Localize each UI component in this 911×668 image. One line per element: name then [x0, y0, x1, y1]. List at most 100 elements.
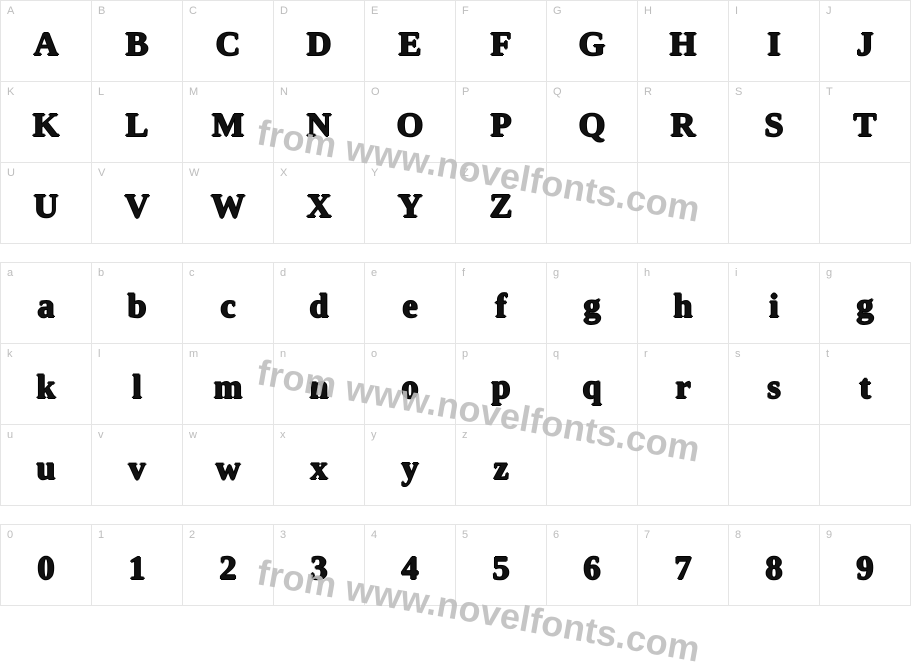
cell-E[interactable]: EE [365, 1, 456, 82]
cell-s[interactable]: ss [729, 344, 820, 425]
cell-empty [547, 163, 638, 244]
cell-z[interactable]: zz [456, 425, 547, 506]
label-X: X [280, 167, 287, 179]
cell-k[interactable]: kk [1, 344, 92, 425]
cell-M[interactable]: MM [183, 82, 274, 163]
glyph-Q: Q [579, 101, 605, 143]
cell-W[interactable]: WW [183, 163, 274, 244]
glyph-N: N [307, 101, 332, 143]
cell-x[interactable]: xx [274, 425, 365, 506]
cell-D[interactable]: DD [274, 1, 365, 82]
cell-l[interactable]: ll [92, 344, 183, 425]
label-T: T [826, 86, 833, 98]
cell-S[interactable]: SS [729, 82, 820, 163]
label-5: 5 [462, 529, 468, 541]
label-F: F [462, 5, 469, 17]
cell-1[interactable]: 11 [92, 525, 183, 606]
cell-X[interactable]: XX [274, 163, 365, 244]
cell-U[interactable]: UU [1, 163, 92, 244]
cell-d[interactable]: dd [274, 263, 365, 344]
cell-F[interactable]: FF [456, 1, 547, 82]
row-upper-1: KK LL MM NN OO PP QQ RR SS TT [1, 82, 911, 163]
cell-e[interactable]: ee [365, 263, 456, 344]
label-Z: Z [462, 167, 469, 179]
glyph-s: s [767, 363, 780, 405]
glyph-I: I [767, 20, 780, 62]
cell-I[interactable]: II [729, 1, 820, 82]
charmap-body: AA BB CC DD EE FF GG HH II JJ KK LL MM N… [1, 1, 911, 606]
cell-a[interactable]: aa [1, 263, 92, 344]
glyph-p: p [492, 363, 511, 405]
cell-h[interactable]: hh [638, 263, 729, 344]
cell-R[interactable]: RR [638, 82, 729, 163]
cell-Q[interactable]: QQ [547, 82, 638, 163]
cell-0[interactable]: 00 [1, 525, 92, 606]
section-gap-2 [1, 506, 911, 525]
cell-v[interactable]: vv [92, 425, 183, 506]
cell-m[interactable]: mm [183, 344, 274, 425]
glyph-7: 7 [675, 544, 692, 586]
cell-u[interactable]: uu [1, 425, 92, 506]
label-U: U [7, 167, 15, 179]
label-M: M [189, 86, 198, 98]
cell-O[interactable]: OO [365, 82, 456, 163]
label-a: a [7, 267, 13, 279]
cell-g2[interactable]: gg [820, 263, 911, 344]
cell-2[interactable]: 22 [183, 525, 274, 606]
cell-A[interactable]: AA [1, 1, 92, 82]
cell-4[interactable]: 44 [365, 525, 456, 606]
cell-c[interactable]: cc [183, 263, 274, 344]
label-4: 4 [371, 529, 377, 541]
label-r: r [644, 348, 648, 360]
cell-q[interactable]: qq [547, 344, 638, 425]
label-w: w [189, 429, 197, 441]
cell-L[interactable]: LL [92, 82, 183, 163]
glyph-t: t [859, 363, 870, 405]
cell-8[interactable]: 88 [729, 525, 820, 606]
cell-Z[interactable]: ZZ [456, 163, 547, 244]
label-k: k [7, 348, 13, 360]
cell-b[interactable]: bb [92, 263, 183, 344]
cell-y[interactable]: yy [365, 425, 456, 506]
cell-i[interactable]: ii [729, 263, 820, 344]
cell-G[interactable]: GG [547, 1, 638, 82]
glyph-O: O [397, 101, 423, 143]
cell-n[interactable]: nn [274, 344, 365, 425]
glyph-m: m [214, 363, 242, 405]
cell-V[interactable]: VV [92, 163, 183, 244]
cell-P[interactable]: PP [456, 82, 547, 163]
label-R: R [644, 86, 652, 98]
cell-H[interactable]: HH [638, 1, 729, 82]
cell-K[interactable]: KK [1, 82, 92, 163]
cell-9[interactable]: 99 [820, 525, 911, 606]
cell-p[interactable]: pp [456, 344, 547, 425]
cell-N[interactable]: NN [274, 82, 365, 163]
cell-3[interactable]: 33 [274, 525, 365, 606]
cell-T[interactable]: TT [820, 82, 911, 163]
cell-w[interactable]: ww [183, 425, 274, 506]
glyph-o: o [402, 363, 419, 405]
cell-C[interactable]: CC [183, 1, 274, 82]
cell-B[interactable]: BB [92, 1, 183, 82]
row-lower-0: aa bb cc dd ee ff gg hh ii gg [1, 263, 911, 344]
cell-7[interactable]: 77 [638, 525, 729, 606]
charmap-table: AA BB CC DD EE FF GG HH II JJ KK LL MM N… [0, 0, 911, 606]
cell-5[interactable]: 55 [456, 525, 547, 606]
cell-6[interactable]: 66 [547, 525, 638, 606]
label-L: L [98, 86, 104, 98]
glyph-f: f [495, 282, 506, 324]
cell-Y[interactable]: YY [365, 163, 456, 244]
cell-f[interactable]: ff [456, 263, 547, 344]
glyph-g2: g [857, 282, 874, 324]
cell-o[interactable]: oo [365, 344, 456, 425]
row-upper-0: AA BB CC DD EE FF GG HH II JJ [1, 1, 911, 82]
cell-r[interactable]: rr [638, 344, 729, 425]
label-p: p [462, 348, 468, 360]
label-V: V [98, 167, 105, 179]
glyph-A: A [34, 20, 59, 62]
glyph-9: 9 [857, 544, 874, 586]
cell-g[interactable]: gg [547, 263, 638, 344]
cell-J[interactable]: JJ [820, 1, 911, 82]
cell-t[interactable]: tt [820, 344, 911, 425]
glyph-q: q [583, 363, 602, 405]
